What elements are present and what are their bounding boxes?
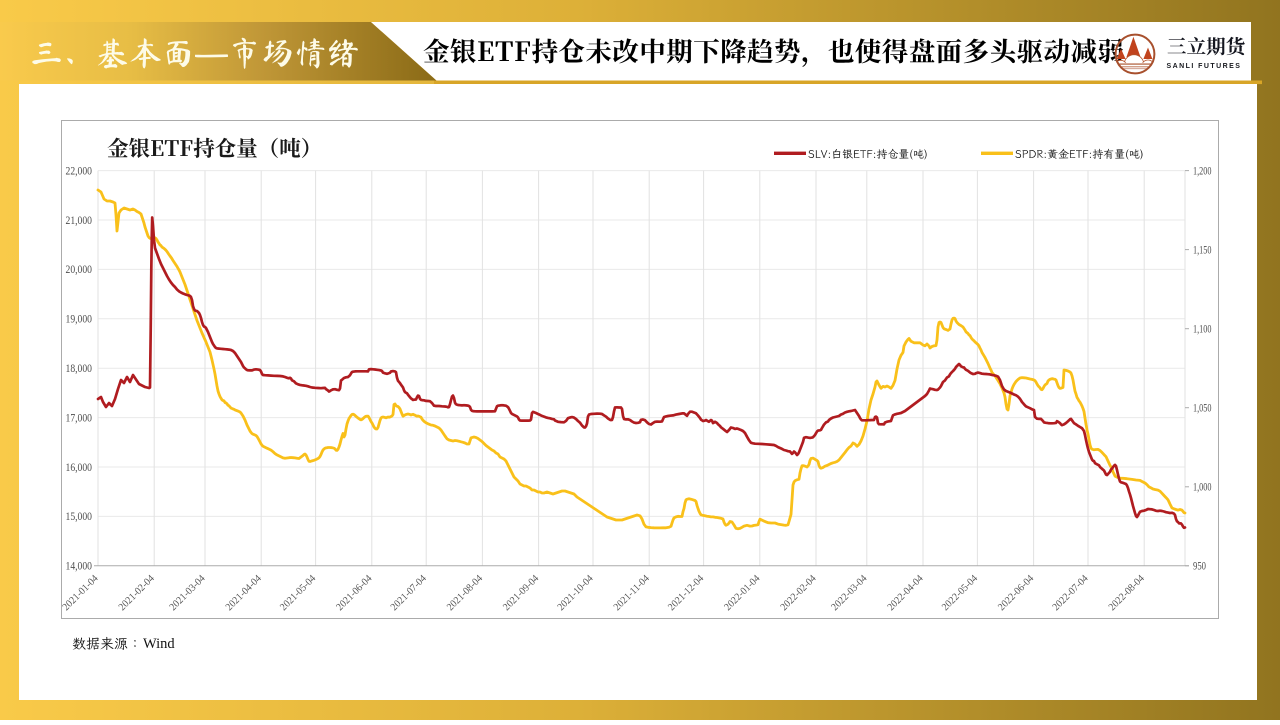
svg-text:17,000: 17,000 bbox=[66, 412, 93, 424]
svg-text:SANLI FUTURES: SANLI FUTURES bbox=[1167, 63, 1242, 70]
svg-text:1,200: 1,200 bbox=[1193, 165, 1212, 177]
svg-text:14,000: 14,000 bbox=[66, 561, 93, 573]
svg-text:1,150: 1,150 bbox=[1193, 244, 1212, 256]
svg-text:Wind: Wind bbox=[143, 636, 175, 652]
svg-text:19,000: 19,000 bbox=[66, 314, 93, 326]
svg-text:16,000: 16,000 bbox=[66, 462, 93, 474]
svg-text:20,000: 20,000 bbox=[66, 264, 93, 276]
svg-text:1,100: 1,100 bbox=[1193, 324, 1212, 336]
svg-text:1,050: 1,050 bbox=[1193, 403, 1212, 415]
svg-text:950: 950 bbox=[1193, 561, 1206, 573]
svg-text:21,000: 21,000 bbox=[66, 215, 93, 227]
svg-text:22,000: 22,000 bbox=[66, 165, 93, 177]
svg-text:1,000: 1,000 bbox=[1193, 482, 1212, 494]
svg-text:18,000: 18,000 bbox=[66, 363, 93, 375]
svg-text:15,000: 15,000 bbox=[66, 511, 93, 523]
